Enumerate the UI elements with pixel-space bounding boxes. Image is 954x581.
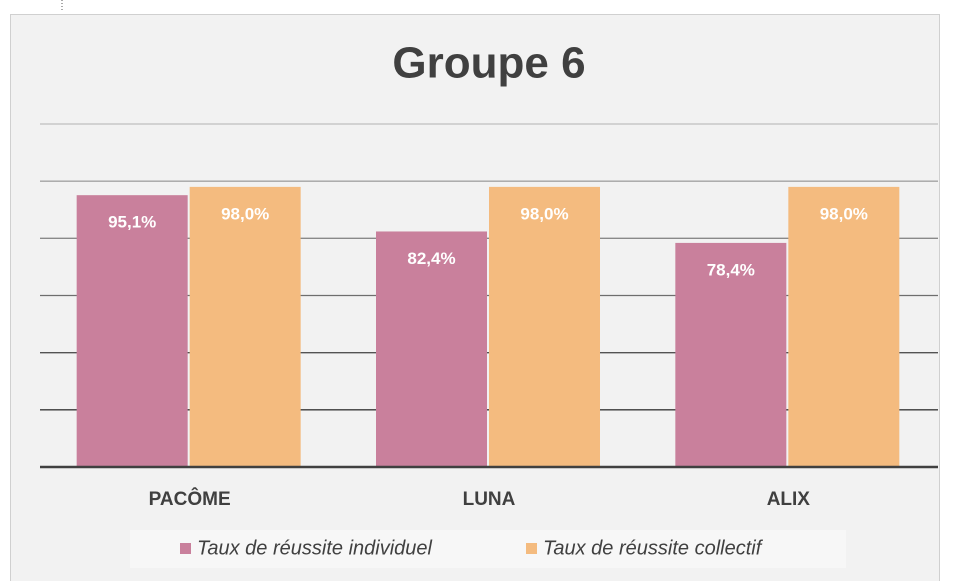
x-tick-label: LUNA (463, 489, 516, 510)
legend-swatch (180, 543, 191, 554)
legend-swatch (526, 543, 537, 554)
data-label: 98,0% (820, 204, 868, 223)
bar (76, 195, 188, 468)
data-label: 98,0% (221, 204, 269, 223)
data-label: 82,4% (407, 249, 455, 268)
legend-label: Taux de réussite individuel (197, 537, 433, 559)
legend-box (130, 530, 846, 568)
data-label: 98,0% (520, 204, 568, 223)
bar (788, 186, 900, 467)
bar (489, 186, 600, 467)
legend-label: Taux de réussite collectif (543, 537, 764, 559)
data-label: 78,4% (707, 260, 755, 279)
x-tick-label: PACÔME (149, 488, 231, 510)
bar (675, 242, 787, 467)
x-tick-label: ALIX (767, 489, 811, 510)
data-label: 95,1% (108, 213, 156, 232)
bar (189, 186, 301, 467)
bar (376, 231, 487, 467)
chart-title: Groupe 6 (392, 39, 585, 88)
